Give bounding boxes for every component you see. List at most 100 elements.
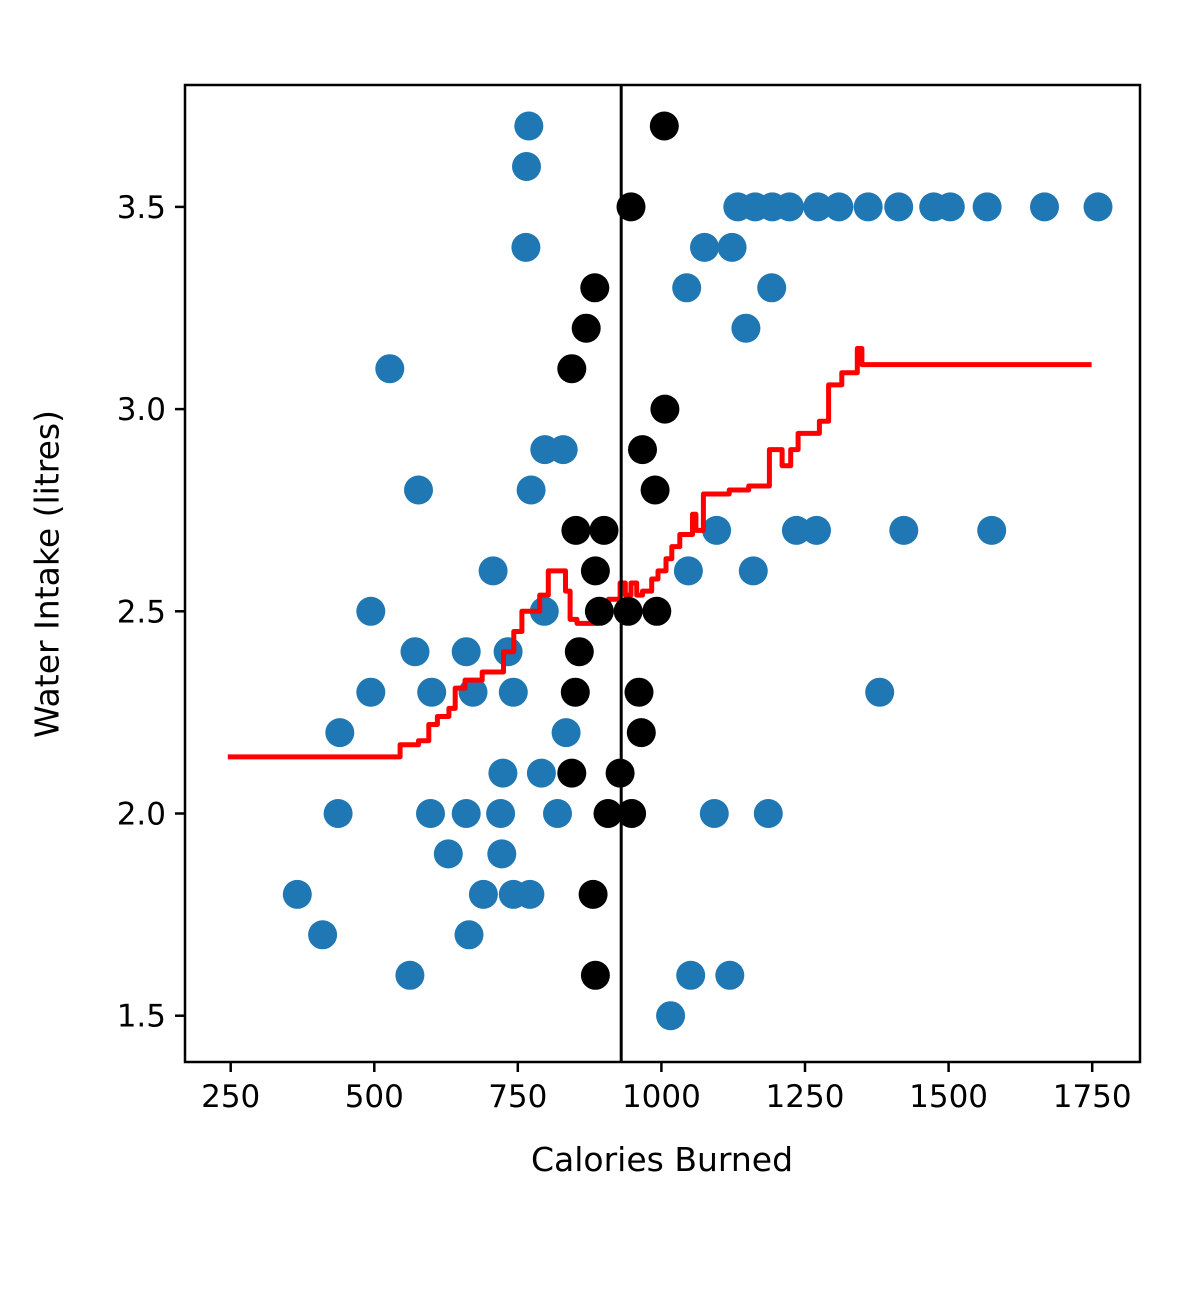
data-point-blue xyxy=(865,677,895,707)
plot-frame xyxy=(183,83,1142,1064)
data-point-blue xyxy=(516,475,546,505)
data-point-blue xyxy=(699,799,729,828)
data-point-blue xyxy=(356,596,386,626)
y-tick-label: 3.0 xyxy=(117,392,166,428)
data-point-black xyxy=(650,394,680,424)
data-point-blue xyxy=(673,556,703,586)
data-point-blue xyxy=(514,111,544,141)
x-tick-label: 1500 xyxy=(909,1079,988,1115)
data-point-blue xyxy=(433,839,463,869)
x-tick-label: 1750 xyxy=(1053,1079,1132,1115)
data-point-black xyxy=(560,677,590,707)
data-point-blue xyxy=(478,556,508,586)
data-point-black xyxy=(616,192,646,222)
y-tick-label: 2.5 xyxy=(117,594,166,630)
data-point-blue xyxy=(400,637,430,667)
data-point-blue xyxy=(889,515,919,545)
data-point-blue xyxy=(802,515,831,545)
x-tick-label: 750 xyxy=(488,1079,547,1115)
data-point-blue xyxy=(803,192,833,222)
data-point-black xyxy=(649,111,679,141)
data-point-black xyxy=(557,758,587,788)
data-point-blue xyxy=(775,192,804,222)
data-point-black xyxy=(589,515,619,545)
data-point-blue xyxy=(543,799,572,828)
data-point-blue xyxy=(416,799,445,828)
data-point-black xyxy=(593,799,623,828)
data-point-black xyxy=(564,637,594,667)
data-point-blue xyxy=(498,677,528,707)
y-axis-label: Water Intake (litres) xyxy=(27,410,67,738)
data-point-blue xyxy=(717,232,747,262)
data-point-blue xyxy=(323,799,353,828)
data-point-blue xyxy=(451,799,481,828)
x-tick-label: 1000 xyxy=(622,1079,701,1115)
data-point-blue xyxy=(972,192,1002,222)
data-point-blue xyxy=(1030,192,1059,222)
data-point-blue xyxy=(375,354,405,384)
data-point-blue xyxy=(935,192,965,222)
data-point-blue xyxy=(468,879,498,909)
data-point-black xyxy=(580,273,610,303)
data-point-blue xyxy=(487,839,517,869)
data-point-blue xyxy=(417,677,447,707)
data-point-blue xyxy=(512,152,541,181)
y-tick-label: 1.5 xyxy=(117,999,166,1035)
data-point-blue xyxy=(672,273,702,303)
data-point-blue xyxy=(486,799,516,828)
data-point-black xyxy=(626,718,656,748)
data-point-blue xyxy=(451,637,481,667)
data-point-blue xyxy=(404,475,433,505)
data-point-blue xyxy=(738,556,768,586)
data-point-black xyxy=(642,596,672,626)
data-point-black xyxy=(571,313,601,343)
data-point-blue xyxy=(824,192,854,222)
data-point-blue xyxy=(781,515,811,545)
data-point-blue xyxy=(884,192,914,222)
data-point-black xyxy=(557,354,587,384)
data-point-blue xyxy=(702,515,732,545)
data-point-black xyxy=(584,596,614,626)
data-point-blue xyxy=(526,758,556,788)
x-axis-label: Calories Burned xyxy=(530,1140,794,1179)
y-tick-label: 3.5 xyxy=(117,190,166,226)
data-point-blue xyxy=(853,192,883,222)
estimate-step-line xyxy=(227,346,1092,760)
data-point-black xyxy=(624,677,654,707)
data-point-blue xyxy=(325,718,355,748)
data-point-black xyxy=(617,799,647,828)
data-point-blue xyxy=(1083,192,1113,222)
data-point-blue xyxy=(515,879,545,909)
data-point-blue xyxy=(308,920,338,950)
data-point-blue xyxy=(395,960,425,990)
data-point-blue xyxy=(454,920,484,950)
data-point-blue xyxy=(488,758,518,788)
data-point-blue xyxy=(282,879,312,909)
data-point-blue xyxy=(715,960,745,990)
data-point-blue xyxy=(548,435,578,465)
data-point-black xyxy=(613,596,643,626)
data-point-blue xyxy=(731,313,761,343)
data-point-black xyxy=(628,435,657,465)
data-point-black xyxy=(561,515,591,545)
data-point-black xyxy=(640,475,670,505)
data-point-blue xyxy=(690,232,719,262)
data-point-blue xyxy=(529,596,559,626)
x-tick-label: 250 xyxy=(201,1079,260,1115)
data-point-blue xyxy=(356,677,386,707)
data-point-black xyxy=(580,960,610,990)
data-point-blue xyxy=(977,515,1007,545)
data-point-blue xyxy=(757,273,787,303)
data-point-black xyxy=(580,556,610,586)
data-point-blue xyxy=(511,232,541,262)
data-point-blue xyxy=(753,799,783,828)
data-point-blue xyxy=(676,960,706,990)
data-point-blue xyxy=(656,1001,686,1031)
data-point-blue xyxy=(551,718,581,748)
x-tick-label: 500 xyxy=(345,1079,404,1115)
y-tick-label: 2.0 xyxy=(117,797,166,833)
x-tick-label: 1250 xyxy=(766,1079,845,1115)
data-point-black xyxy=(578,879,608,909)
